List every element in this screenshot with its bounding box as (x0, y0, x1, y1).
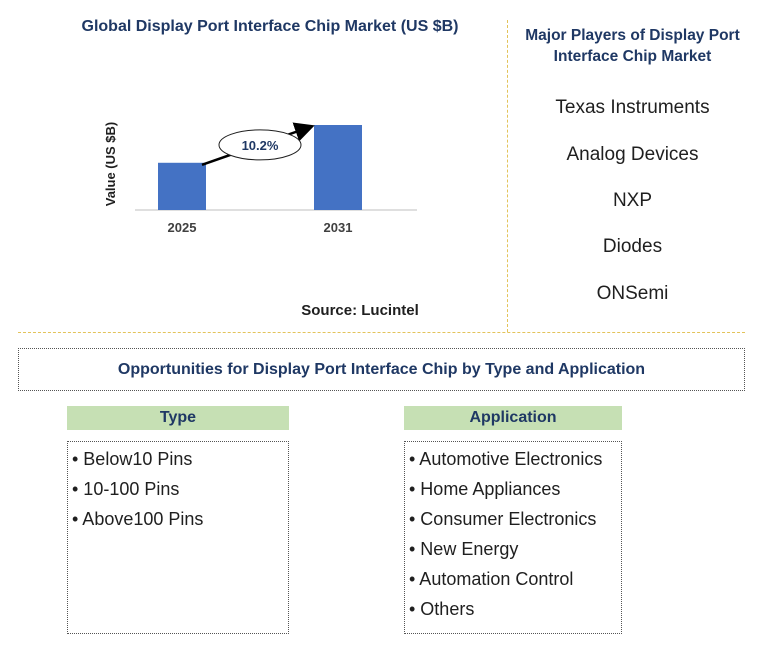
application-header: Application (404, 406, 622, 430)
player-item: NXP (612, 190, 653, 211)
vertical-divider (507, 20, 508, 332)
y-axis-label: Value (US $B) (103, 122, 118, 207)
bar-2031 (314, 125, 362, 210)
player-item: Diodes (602, 236, 663, 257)
source-label: Source: Lucintel (301, 302, 419, 319)
horizontal-divider (18, 332, 745, 333)
x-tick-label: 2031 (324, 220, 353, 235)
chart-title: Global Display Port Interface Chip Marke… (81, 18, 459, 35)
type-list: • Below10 Pins • 10-100 Pins • Above100 … (67, 441, 289, 634)
type-header: Type (67, 406, 289, 430)
application-item: • New Energy (409, 539, 519, 559)
application-list: • Automotive Electronics • Home Applianc… (404, 441, 622, 634)
type-item: • Below10 Pins (72, 449, 193, 469)
player-item: ONSemi (596, 283, 669, 304)
player-item: Texas Instruments (555, 97, 710, 118)
bar-chart: Value (US $B) 2025 2031 10.2% (103, 122, 417, 235)
cagr-annotation: 10.2% (242, 138, 279, 153)
application-item: • Consumer Electronics (409, 509, 597, 529)
application-item: • Others (409, 599, 475, 619)
application-item: • Home Appliances (409, 479, 561, 499)
type-item: • Above100 Pins (72, 509, 204, 529)
player-item: Analog Devices (566, 144, 699, 165)
application-item: • Automotive Electronics (409, 449, 603, 469)
bar-2025 (158, 162, 206, 210)
players-title: Major Players of Display Port Interface … (525, 27, 740, 65)
opportunities-title: Opportunities for Display Port Interface… (18, 348, 745, 391)
type-item: • 10-100 Pins (72, 479, 180, 499)
application-item: • Automation Control (409, 569, 574, 589)
cagr-ellipse (218, 129, 302, 161)
x-tick-label: 2025 (168, 220, 197, 235)
